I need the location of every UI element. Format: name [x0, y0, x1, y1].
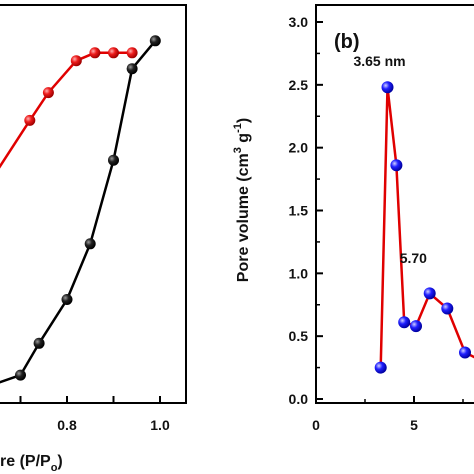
panel-b-y-tick-label: 2.0: [289, 140, 309, 156]
panel-a-tick-labels: 0.8 1.0: [57, 417, 170, 433]
panel-a-x-axis-title: re (P/Po): [0, 453, 63, 474]
panel-b-series-0-point: [398, 316, 411, 329]
panel-b-series-0-point: [441, 302, 454, 315]
panel-a-series-1-point: [126, 47, 138, 59]
panel-a-series-1-point: [24, 114, 36, 126]
panel-b-series-0-point: [381, 81, 394, 94]
panel-a-series-0-point: [84, 238, 96, 250]
panel-b-y-axis-title: Pore volume (cm3 g-1): [232, 118, 252, 282]
panel-b-series-0-point: [423, 287, 436, 300]
panel-b-annotation: 5.70: [400, 250, 427, 266]
panel-b-series-0-point: [459, 346, 471, 359]
panel-a-series-1-point: [70, 55, 82, 67]
panel-b-markers: [374, 81, 471, 374]
panel-b-lines: [379, 87, 474, 368]
panel-b-y-tick-label: 2.5: [289, 77, 309, 93]
panel-b-plot: [374, 81, 474, 374]
panel-b-y-tick-label: 1.0: [289, 265, 309, 281]
panel-a-series-0-line: [0, 40, 157, 384]
panel-a-lines: [0, 40, 157, 384]
panel-b-frame: [315, 4, 474, 404]
panel-b: 0.00.51.01.52.02.53.00 5 3.65 nm5.70 (b) …: [232, 4, 474, 433]
panel-a-series-0-point: [126, 63, 138, 75]
panel-a-series-0-point: [149, 35, 161, 47]
panel-a-series-0-point: [61, 294, 73, 305]
panel-b-annotation: 3.65 nm: [353, 53, 405, 69]
panel-b-series-0-point: [410, 320, 422, 333]
panel-a: 0.8 1.0 re (P/Po): [0, 4, 187, 474]
panel-a-series-1-point: [42, 87, 54, 99]
panel-b-y-tick-label: 3.0: [289, 14, 309, 30]
panel-b-series-0-point: [390, 159, 403, 172]
panel-b-y-tick-label: 1.5: [289, 203, 309, 219]
panel-b-series-0-line: [379, 87, 474, 368]
panel-a-axes: [0, 4, 187, 404]
panel-a-frame: [0, 4, 187, 404]
panel-b-y-tick-label: 0.0: [289, 391, 309, 407]
panel-b-tick-labels: 0.0 0.5 1.0 1.5 2.0 2.5 3.0 0 5: [289, 14, 419, 433]
panel-b-y-tick-label: 0.5: [289, 328, 309, 344]
panel-a-x-tick-label: 1.0: [150, 417, 170, 433]
panel-a-series-0-point: [108, 154, 119, 166]
panel-b-x-tick-label: 5: [410, 417, 418, 433]
panel-a-markers: [15, 35, 161, 381]
panel-a-series-1-line: [0, 51, 133, 169]
panel-b-annotations: 3.65 nm 5.70: [353, 53, 427, 266]
panel-b-x-tick-label: 0: [312, 417, 320, 433]
panel-a-series-1-point: [108, 47, 119, 59]
panel-a-plot: [0, 35, 161, 384]
panel-b-axes: [315, 4, 474, 404]
panel-a-series-0-point: [15, 369, 26, 381]
panel-a-x-tick-label: 0.8: [57, 417, 77, 433]
panel-b-series-0-point: [374, 361, 387, 374]
panel-a-series-1-point: [89, 47, 101, 59]
panel-a-series-0-point: [33, 337, 45, 349]
panel-b-label: (b): [334, 31, 360, 53]
